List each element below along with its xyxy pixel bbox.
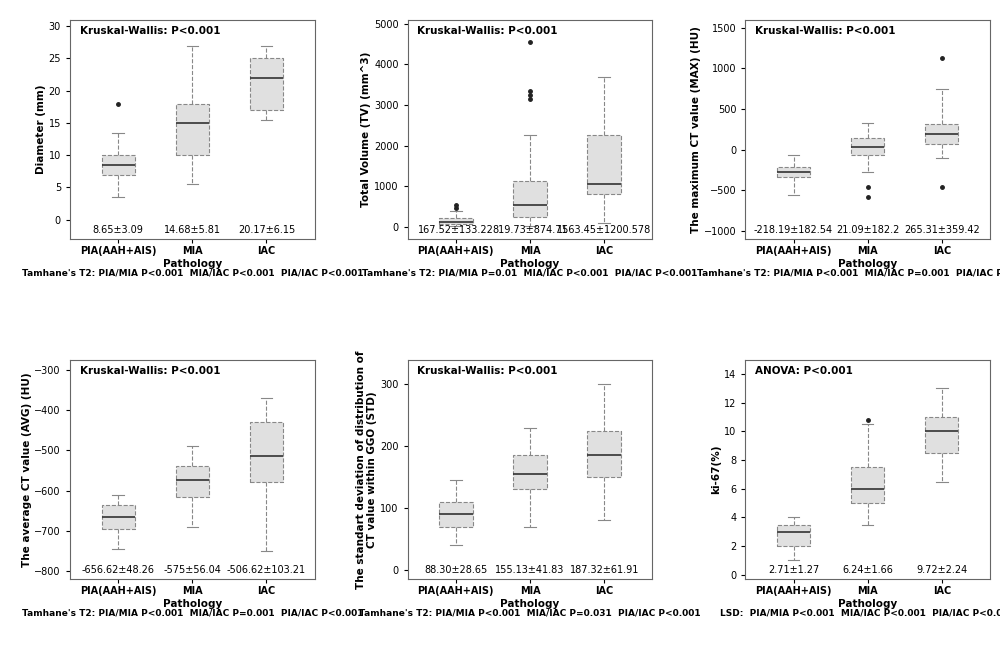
Y-axis label: The maximum CT value (MAX) (HU): The maximum CT value (MAX) (HU) — [691, 26, 701, 233]
Y-axis label: The average CT value (AVG) (HU): The average CT value (AVG) (HU) — [22, 372, 32, 567]
Bar — [777, 166, 810, 176]
Bar — [925, 124, 958, 144]
Text: -575±56.04: -575±56.04 — [163, 565, 221, 574]
Text: -656.62±48.26: -656.62±48.26 — [82, 565, 155, 574]
Bar — [851, 467, 884, 503]
Text: LSD:  PIA/MIA P<0.001  MIA/IAC P<0.001  PIA/IAC P<0.001: LSD: PIA/MIA P<0.001 MIA/IAC P<0.001 PIA… — [720, 609, 1000, 618]
Text: 167.52±133.22: 167.52±133.22 — [418, 224, 494, 235]
Text: Kruskal-Wallis: P<0.001: Kruskal-Wallis: P<0.001 — [80, 367, 220, 376]
Text: Kruskal-Wallis: P<0.001: Kruskal-Wallis: P<0.001 — [417, 367, 558, 376]
X-axis label: Pathology: Pathology — [838, 259, 897, 269]
Text: Tamhane's T2: PIA/MIA P<0.001  MIA/IAC P=0.001  PIA/IAC P<0.001: Tamhane's T2: PIA/MIA P<0.001 MIA/IAC P=… — [697, 268, 1000, 278]
X-axis label: Pathology: Pathology — [163, 599, 222, 609]
Text: 265.31±359.42: 265.31±359.42 — [904, 224, 980, 235]
Text: Kruskal-Wallis: P<0.001: Kruskal-Wallis: P<0.001 — [755, 26, 896, 36]
Text: 187.32±61.91: 187.32±61.91 — [569, 565, 639, 574]
Text: -506.62±103.21: -506.62±103.21 — [227, 565, 306, 574]
Text: 20.17±6.15: 20.17±6.15 — [238, 224, 295, 235]
Bar — [925, 417, 958, 453]
Text: 155.13±41.83: 155.13±41.83 — [495, 565, 565, 574]
Y-axis label: ki-67(%): ki-67(%) — [711, 445, 721, 494]
Text: 21.09±182.2: 21.09±182.2 — [836, 224, 899, 235]
Bar — [102, 505, 135, 529]
Text: Tamhane's T2: PIA/MIA P=0.01  MIA/IAC P<0.001  PIA/IAC P<0.001: Tamhane's T2: PIA/MIA P=0.01 MIA/IAC P<0… — [362, 268, 698, 278]
Bar — [851, 138, 884, 155]
Text: 1563.45±1200.578: 1563.45±1200.578 — [557, 224, 651, 235]
Text: Tamhane's T2: PIA/MIA P<0.001  MIA/IAC P=0.031  PIA/IAC P<0.001: Tamhane's T2: PIA/MIA P<0.001 MIA/IAC P=… — [359, 609, 701, 618]
Bar — [587, 431, 621, 477]
Text: 88.30±28.65: 88.30±28.65 — [424, 565, 487, 574]
Y-axis label: The standart deviation of distribution of
CT value within GGO (STD): The standart deviation of distribution o… — [356, 350, 377, 589]
Text: 2.71±1.27: 2.71±1.27 — [768, 565, 819, 574]
Text: Tamhane's T2: PIA/MIA P<0.001  MIA/IAC P=0.001  PIA/IAC P<0.001: Tamhane's T2: PIA/MIA P<0.001 MIA/IAC P=… — [22, 609, 363, 618]
Text: -218.19±182.54: -218.19±182.54 — [754, 224, 833, 235]
Bar — [513, 455, 547, 490]
Text: 6.24±1.66: 6.24±1.66 — [842, 565, 893, 574]
Text: 819.73±874.71: 819.73±874.71 — [492, 224, 568, 235]
Bar — [439, 502, 473, 526]
Bar — [250, 59, 283, 110]
X-axis label: Pathology: Pathology — [838, 599, 897, 609]
Bar — [176, 467, 209, 497]
Y-axis label: Total Volume (TV) (mm^3): Total Volume (TV) (mm^3) — [361, 52, 371, 207]
Text: 8.65±3.09: 8.65±3.09 — [93, 224, 144, 235]
Text: 9.72±2.24: 9.72±2.24 — [916, 565, 967, 574]
Text: ANOVA: P<0.001: ANOVA: P<0.001 — [755, 367, 853, 376]
Text: Tamhane's T2: PIA/MIA P<0.001  MIA/IAC P<0.001  PIA/IAC P<0.001: Tamhane's T2: PIA/MIA P<0.001 MIA/IAC P<… — [22, 268, 363, 278]
Bar — [777, 524, 810, 546]
Bar — [250, 422, 283, 482]
Text: Kruskal-Wallis: P<0.001: Kruskal-Wallis: P<0.001 — [80, 26, 220, 36]
X-axis label: Pathology: Pathology — [163, 259, 222, 269]
Bar — [513, 181, 547, 216]
X-axis label: Pathology: Pathology — [500, 259, 560, 269]
Text: 14.68±5.81: 14.68±5.81 — [164, 224, 221, 235]
Bar — [439, 218, 473, 224]
Bar — [587, 135, 621, 194]
X-axis label: Pathology: Pathology — [500, 599, 560, 609]
Bar — [176, 103, 209, 155]
Bar — [102, 155, 135, 174]
Y-axis label: Diameter (mm): Diameter (mm) — [36, 85, 46, 174]
Text: Kruskal-Wallis: P<0.001: Kruskal-Wallis: P<0.001 — [417, 26, 558, 36]
